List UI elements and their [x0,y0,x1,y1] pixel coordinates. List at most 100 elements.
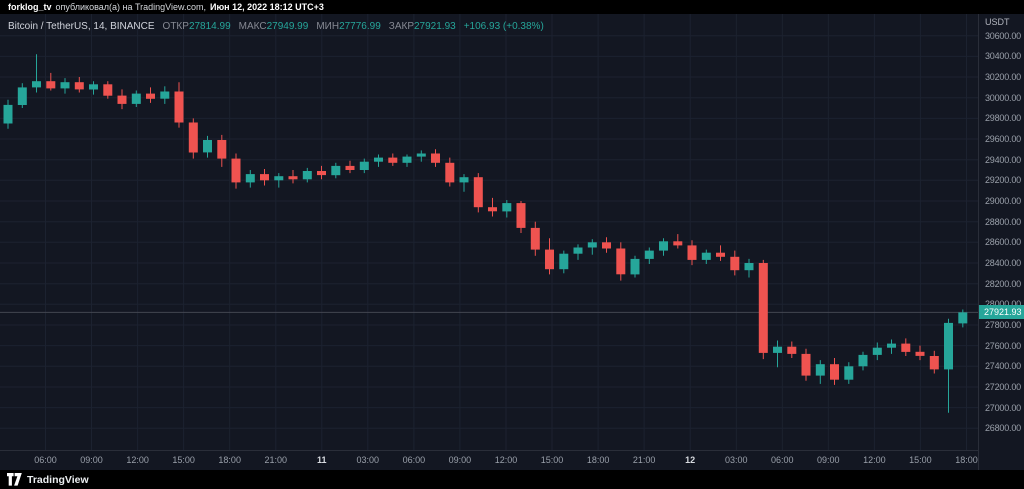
candle [630,255,640,278]
price-axis-tick: 30600.00 [985,30,1021,41]
candle [644,247,654,264]
candle [573,244,583,260]
candle [901,338,911,356]
high-label: МАКС [238,21,267,32]
candle [74,77,84,93]
candle [488,197,497,217]
candle [915,345,925,361]
time-axis-tick: 12:00 [494,455,518,465]
price-axis-tick: 27600.00 [985,340,1021,351]
time-axis-tick: 18:00 [218,455,241,465]
symbol-title[interactable]: Bitcoin / TetherUS, 14, BINANCE [8,21,155,32]
candle [103,81,113,99]
time-axis-tick: 09:00 [448,455,472,465]
share-action-text: опубликовал(а) на TradingView.com, [55,2,207,12]
candle [944,318,953,413]
candle [445,157,455,187]
time-axis[interactable]: 06:00 09:00 12:00 15:00 18:00 21:00 11 03:00 06:… [0,450,978,471]
candle [801,348,811,381]
tradingview-logo-text: TradingView [27,473,89,486]
price-axis-tick: 28800.00 [985,216,1021,227]
price-axis-tick: 28400.00 [985,258,1021,268]
price-axis-tick: 28000.00 [985,299,1021,310]
candle [89,81,98,95]
high-value: 27949.99 [266,21,309,32]
price-axis-tick: 29600.00 [985,134,1021,144]
legend-low: МИН 27776.99 [316,21,380,32]
time-axis-tick: 06:00 [771,455,794,465]
last-price-label: 27921.93 [979,305,1024,320]
price-axis-currency: USDT [985,17,1010,27]
candle [174,82,184,128]
price-axis-tick: 27000.00 [985,402,1021,413]
price-axis-tick: 29800.00 [985,113,1021,124]
candle [516,201,526,233]
price-axis-tick: 29000.00 [985,196,1021,206]
time-axis-tick: 15:00 [540,455,564,465]
candle [687,240,697,266]
price-axis-tick: 30200.00 [985,72,1021,82]
candle [146,87,155,103]
candle [302,167,312,183]
footer-bar: TradingView [0,470,1024,489]
candle [60,78,70,94]
time-axis-tick: 06:00 [402,455,426,465]
low-value: 27776.99 [339,21,381,32]
candle [787,341,797,358]
time-axis-tick: 12:00 [126,455,149,465]
close-label: ЗАКР [388,21,414,32]
price-axis-tick: 27800.00 [985,320,1021,330]
time-axis-tick: 12:00 [863,455,886,465]
time-axis-tick: 11 [317,455,327,465]
candle [844,362,854,384]
share-datetime: Июн 12, 2022 18:12 UTC+3 [210,2,324,12]
time-axis-tick: 03:00 [725,455,748,465]
price-axis-tick: 30000.00 [985,92,1021,103]
candle [887,339,896,354]
price-axis-tick: 29200.00 [985,175,1021,186]
close-value: 27921.93 [414,21,456,32]
candle [203,135,212,158]
candle [245,170,255,188]
candle [260,169,269,186]
price-axis-tick: 30400.00 [985,51,1021,62]
candle [160,86,170,104]
price-axis[interactable]: USDT 27921.93 26800.00 27000.00 27200.00 27… [978,14,1024,470]
open-value: 27814.99 [188,21,231,32]
symbol-legend: Bitcoin / TetherUS, 14, BINANCE ОТКР 2781… [8,21,544,32]
candle [317,165,326,180]
chart-main-region: Bitcoin / TetherUS, 14, BINANCE ОТКР 2781… [0,14,1024,470]
candle [744,258,754,278]
candle [345,160,355,174]
time-axis-tick: 09:00 [80,455,103,465]
candle [473,173,483,213]
chart-plot[interactable] [0,14,978,450]
low-label: МИН [316,21,340,32]
candle [3,99,13,129]
candle [858,351,868,371]
tradingview-logo[interactable]: TradingView [7,473,89,486]
candle [388,153,398,166]
time-axis-tick: 03:00 [356,455,380,465]
price-axis-tick: 28200.00 [985,278,1021,289]
candle [872,342,882,361]
candle [773,340,782,368]
candle [701,249,711,264]
candle [758,259,768,360]
share-bar: forklog_tv опубликовал(а) на TradingView… [0,0,1024,14]
candle [929,350,939,374]
candle [673,234,683,249]
time-axis-tick: 21:00 [264,455,288,465]
share-author: forklog_tv [8,2,52,12]
candle [402,154,412,167]
price-axis-tick: 27400.00 [985,361,1021,372]
tradingview-logo-icon [7,473,22,486]
candle [815,360,825,384]
candle [416,150,426,162]
candle [530,221,540,256]
open-label: ОТКР [162,21,189,32]
legend-close: ЗАКР 27921.93 [389,21,456,32]
candle [958,309,968,328]
price-axis-tick: 26800.00 [985,423,1021,434]
